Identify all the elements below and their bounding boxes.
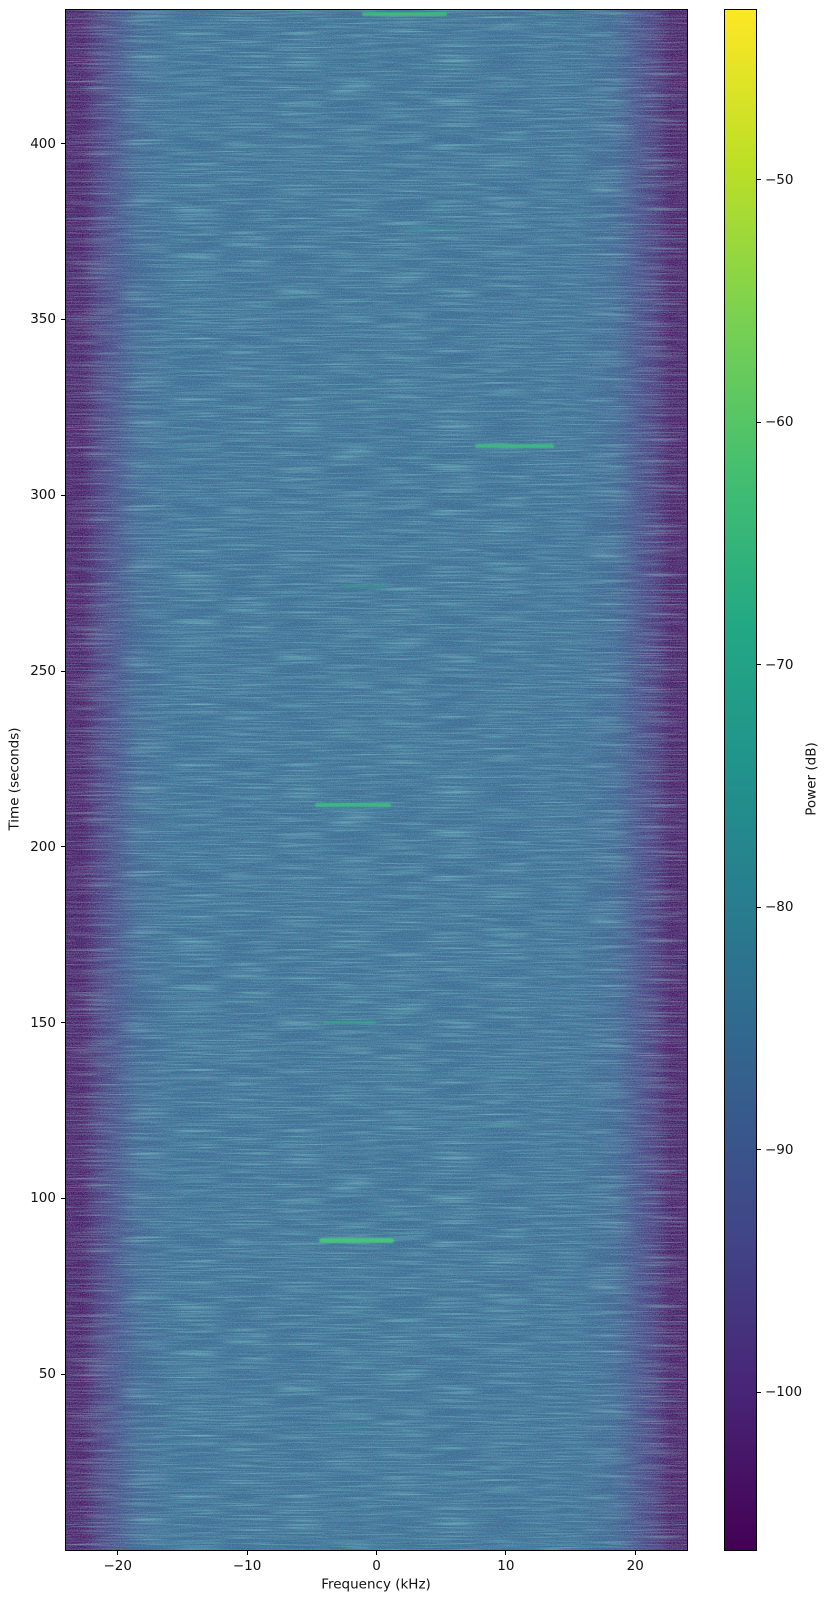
colorbar-tick-mark xyxy=(757,179,761,181)
signal-burst xyxy=(322,1021,376,1025)
x-tick-mark xyxy=(246,1551,248,1555)
signal-burst xyxy=(380,1074,534,1077)
y-tick-label: 150 xyxy=(30,1014,56,1031)
colorbar-tick-label: −70 xyxy=(765,656,794,673)
noise-row-streaks xyxy=(66,10,687,1550)
y-tick-label: 350 xyxy=(30,311,56,328)
colorbar-tick-label: −60 xyxy=(765,414,794,431)
signal-burst xyxy=(318,1238,395,1244)
signal-burst xyxy=(325,1425,367,1429)
colorbar-tick-mark xyxy=(757,664,761,666)
y-tick-mark xyxy=(61,1022,65,1024)
y-tick-label: 250 xyxy=(30,663,56,679)
signal-burst xyxy=(314,802,392,807)
y-tick-mark xyxy=(61,670,65,672)
x-tick-label: 10 xyxy=(497,1558,515,1574)
x-tick-mark xyxy=(376,1551,377,1555)
y-tick-mark xyxy=(61,1373,65,1375)
x-tick-mark xyxy=(117,1551,119,1555)
y-tick-mark xyxy=(61,846,65,848)
signal-burst xyxy=(408,226,457,230)
y-tick-mark xyxy=(61,143,65,145)
signal-burst xyxy=(475,443,555,448)
colorbar xyxy=(724,9,757,1551)
colorbar-tick-label: −100 xyxy=(765,1384,803,1401)
colorbar-tick-mark xyxy=(757,421,761,423)
signal-burst xyxy=(342,585,387,588)
colorbar-tick-label: −50 xyxy=(765,171,794,188)
y-tick-label: 50 xyxy=(38,1366,56,1383)
plot-area xyxy=(65,9,688,1551)
y-tick-label: 200 xyxy=(30,838,56,855)
x-tick-label: 20 xyxy=(626,1558,644,1574)
signal-burst xyxy=(413,1123,521,1126)
y-tick-label: 400 xyxy=(30,135,56,152)
x-tick-mark xyxy=(634,1551,636,1555)
y-tick-mark xyxy=(61,1197,65,1199)
colorbar-tick-mark xyxy=(757,1149,761,1151)
x-tick-label: −20 xyxy=(103,1558,133,1574)
x-tick-label: 0 xyxy=(372,1558,381,1574)
spectrogram-heatmap xyxy=(66,10,687,1550)
colorbar-label: Power (dB) xyxy=(803,742,820,816)
x-tick-mark xyxy=(505,1551,507,1555)
y-tick-label: 300 xyxy=(30,487,56,504)
colorbar-tick-mark xyxy=(757,906,761,908)
colorbar-tick-label: −80 xyxy=(765,899,794,916)
colorbar-tick-label: −90 xyxy=(765,1141,794,1158)
y-tick-mark xyxy=(61,494,65,496)
y-axis-label: Time (seconds) xyxy=(6,727,23,831)
y-tick-label: 100 xyxy=(30,1190,56,1207)
y-tick-mark xyxy=(61,318,65,320)
signal-burst xyxy=(361,11,448,16)
colorbar-tick-mark xyxy=(757,1391,761,1393)
x-tick-label: −10 xyxy=(232,1558,262,1574)
x-axis-label: Frequency (kHz) xyxy=(321,1576,431,1593)
